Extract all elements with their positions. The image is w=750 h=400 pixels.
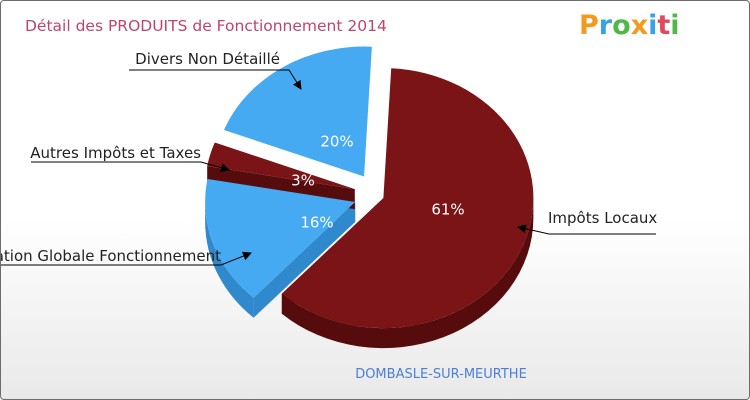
pie-slice-side	[205, 202, 254, 318]
callout-line	[517, 224, 656, 235]
slice-label: Autres Impôts et Taxes	[30, 144, 201, 162]
slice-label: Impôts Locaux	[548, 209, 657, 227]
pie-slice	[223, 46, 372, 177]
logo-text: Proxiti	[579, 10, 680, 41]
pie-slice	[207, 142, 355, 190]
pie-slice-edge	[253, 202, 356, 318]
chart-title: Détail des PRODUITS de Fonctionnement 20…	[25, 17, 387, 35]
pie-slice-side	[281, 198, 534, 349]
pie-value-label: 20%	[320, 133, 353, 151]
pie-value-labels: 61% 16% 3% 20%	[291, 133, 465, 232]
callout-line	[1, 251, 252, 266]
pie-callouts: Impôts Locaux Dotation Globale Fonctionne…	[1, 50, 657, 266]
pie-slice-tops	[205, 46, 534, 329]
pie-slice	[281, 68, 534, 329]
pie-slice	[205, 178, 356, 298]
callout-line	[31, 161, 230, 173]
pie-value-label: 61%	[431, 201, 464, 219]
chart-footer: DOMBASLE-SUR-MEURTHE	[355, 367, 527, 382]
pie-value-label: 3%	[291, 172, 315, 190]
pie-value-label: 16%	[300, 214, 333, 232]
slice-label: Dotation Globale Fonctionnement	[1, 247, 221, 265]
slice-label: Divers Non Détaillé	[135, 50, 280, 68]
proxiti-logo: Proxiti	[579, 10, 680, 41]
callout-line	[129, 69, 302, 90]
